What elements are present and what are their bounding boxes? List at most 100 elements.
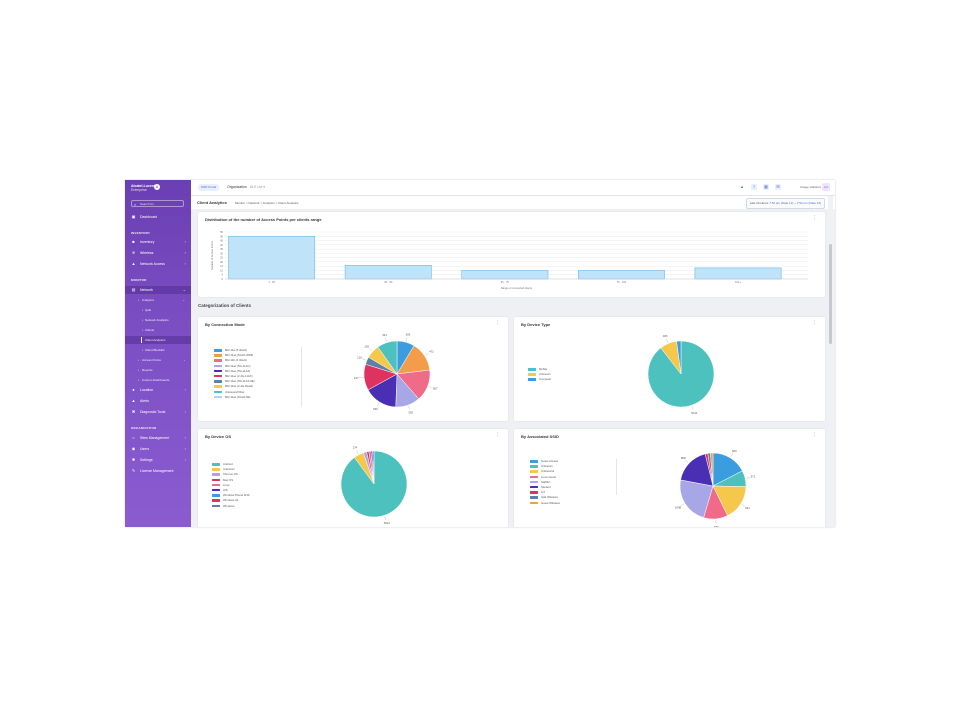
legend-item[interactable]: Mobile	[528, 367, 551, 372]
sidebar-item-license-management[interactable]: ✎ License Management	[125, 467, 191, 475]
search-placeholder: Search for	[140, 202, 154, 206]
y-tick-label: 5	[222, 273, 224, 277]
pie-slice[interactable]	[372, 450, 375, 485]
sidebar-search-input[interactable]: ⌕ Search for	[131, 200, 184, 207]
pie-slice[interactable]	[679, 479, 714, 518]
sidebar-item-qoe[interactable]: • QoE	[125, 306, 185, 314]
legend-item[interactable]: 802.11ax (2.4G-11AX)	[214, 374, 255, 379]
legend-item[interactable]: 802.11ax (2.4G-6GHz)	[214, 384, 255, 389]
sidebar-item-network-access[interactable]: ▲ Network Access ›	[125, 260, 191, 268]
bar[interactable]	[577, 270, 665, 280]
sidebar-sub-label: QoE	[145, 308, 152, 312]
sidebar-item-clients[interactable]: • Clients	[125, 326, 185, 334]
more-options-icon[interactable]: ⋮	[495, 432, 500, 438]
pie-slice[interactable]	[710, 452, 714, 487]
scrollbar[interactable]	[828, 196, 833, 527]
legend-item[interactable]: ALE Wireless	[530, 495, 560, 500]
sidebar-item-custom-dashboards[interactable]: • Custom Dashboards	[125, 376, 185, 384]
time-range-selector[interactable]: Last 24 Hours 7:52 pm (Date 12) ~ 7:52 p…	[745, 198, 825, 209]
legend-label: Lions Guest	[541, 474, 556, 479]
bar[interactable]	[228, 235, 316, 280]
sidebar-sub-label: Analytics	[142, 298, 155, 302]
legend-item[interactable]: Mac OS	[212, 478, 249, 483]
y-axis-label: Number of Access Points	[210, 240, 214, 270]
grid-icon[interactable]: ▦	[763, 184, 769, 190]
bullet-icon: •	[138, 298, 140, 302]
legend-item[interactable]: Linux	[212, 483, 249, 488]
legend-item[interactable]: Unknown	[528, 372, 551, 377]
legend-item[interactable]: 802.11a (5.4GHz)	[214, 348, 255, 353]
bar[interactable]	[461, 270, 549, 280]
legend-item[interactable]: Unknown/Other	[214, 390, 255, 395]
legend-item[interactable]: Windows 10	[212, 498, 249, 503]
legend-item[interactable]: Computer	[528, 377, 551, 382]
legend-item[interactable]: 802.11ac (5GHz-Wifi5)	[214, 353, 255, 358]
legend-item[interactable]: 802.11b (2.4GHz)	[214, 358, 255, 363]
legend-item[interactable]: Windows	[212, 504, 249, 509]
pie-slice[interactable]	[676, 340, 682, 375]
more-options-icon[interactable]: ⋮	[812, 432, 817, 438]
scrollbar-thumb[interactable]	[829, 244, 832, 344]
legend-label: 802.11ax (5G-11AX)	[225, 368, 251, 373]
help-icon[interactable]: ?	[751, 184, 757, 190]
pie-slice[interactable]	[377, 340, 398, 375]
slice-label: 820	[732, 449, 737, 453]
sidebar-item-client-blocklist[interactable]: • Client Blocklist	[125, 346, 185, 354]
sidebar-item-diagnostic-tools[interactable]: ✖ Diagnostic Tools ›	[125, 408, 191, 416]
sidebar-item-wireless[interactable]: ≋ Wireless ›	[125, 249, 191, 257]
sidebar-item-users[interactable]: ◉ Users ›	[125, 445, 191, 453]
organization-selector[interactable]: Organization ALE Ltd ▾	[227, 185, 265, 189]
more-options-icon[interactable]: ⋮	[812, 215, 817, 221]
legend-item[interactable]: 802.11ax (6GHz-6E)	[214, 395, 255, 400]
msp-portal-button[interactable]: MSP Portal	[198, 184, 220, 191]
sidebar-item-dashboard[interactable]: ▣ Dashboard	[125, 213, 191, 221]
legend-item[interactable]: Guest Access	[530, 459, 560, 464]
brand-logo: Alcatel-Lucent Enterprise	[131, 184, 155, 192]
legend-item[interactable]: Unknown2	[530, 469, 560, 474]
sidebar-item-network-analytics[interactable]: • Network Analytics	[125, 316, 185, 324]
legend-swatch	[530, 475, 538, 479]
sidebar-item-client-analytics[interactable]: Client Analytics	[125, 336, 191, 344]
bullet-icon: •	[138, 368, 140, 372]
sidebar-item-sites-management[interactable]: ⌂ Sites Management ›	[125, 434, 191, 442]
legend-item[interactable]: IoT	[530, 490, 560, 495]
sidebar-item-alerts[interactable]: ▲ Alerts	[125, 397, 191, 405]
legend-item[interactable]: 802.11ac (5G-11AC)	[214, 364, 255, 369]
legend-item[interactable]: Windows Phone 8/10	[212, 493, 249, 498]
legend-item[interactable]: 802.11ax (5G-11AX)	[214, 369, 255, 374]
sidebar-item-settings[interactable]: ✱ Settings ›	[125, 456, 191, 464]
slice-label: 558	[714, 525, 719, 527]
bar[interactable]	[344, 265, 432, 280]
legend-item[interactable]: Student	[530, 485, 560, 490]
sidebar-sub-label: Access Points	[142, 358, 161, 362]
sidebar-item-location[interactable]: ● Location ›	[125, 386, 191, 394]
bar[interactable]	[694, 267, 782, 280]
legend-label: Computer	[539, 377, 552, 382]
legend-item[interactable]: Android	[212, 462, 249, 467]
page-title: Client Analytics	[197, 200, 227, 205]
legend-item[interactable]: iOS	[212, 488, 249, 493]
legend-item[interactable]: Unknown	[530, 464, 560, 469]
legend-item[interactable]: Lions Guest	[530, 475, 560, 480]
sidebar-item-access-points[interactable]: • Access Points ›	[125, 356, 185, 364]
message-icon[interactable]: ✉	[775, 184, 781, 190]
leader-line	[685, 459, 689, 463]
sidebar-item-reports[interactable]: • Reports	[125, 366, 185, 374]
sidebar-item-network[interactable]: ▤ Network ⌄	[125, 286, 191, 294]
search-icon: ⌕	[134, 202, 137, 207]
avatar[interactable]: A A	[822, 183, 830, 191]
legend-item[interactable]: 802.11ax (5G-11AX-6E)	[214, 379, 255, 384]
more-options-icon[interactable]: ⋮	[812, 320, 817, 326]
notification-icon[interactable]: ▲	[740, 184, 744, 189]
more-options-icon[interactable]: ⋮	[495, 320, 500, 326]
sidebar-item-inventory[interactable]: ■ Inventory ›	[125, 238, 191, 246]
legend-item[interactable]: Chrome OS	[212, 472, 249, 477]
sidebar-item-analytics[interactable]: • Analytics ⌄	[125, 296, 185, 304]
legend-item[interactable]: Unknown	[212, 467, 249, 472]
legend-swatch	[214, 359, 222, 362]
bullet-icon: •	[142, 348, 144, 352]
legend-item[interactable]: Guest Wireless	[530, 501, 560, 506]
user-name[interactable]: Usage statistics	[799, 185, 821, 189]
card-title: By Device OS	[205, 434, 232, 439]
legend-item[interactable]: Staff42	[530, 480, 560, 485]
